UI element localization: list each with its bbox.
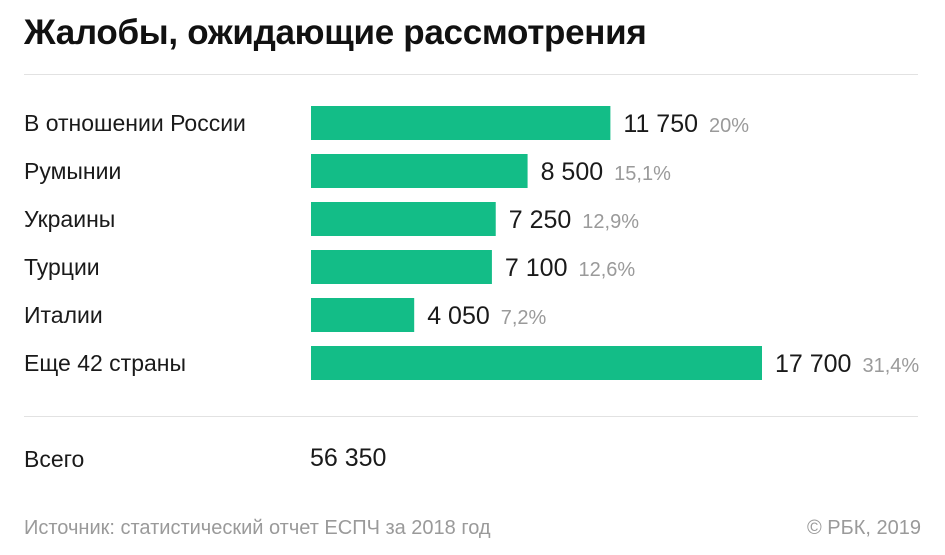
category-label: Еще 42 страны — [24, 350, 186, 376]
bar — [311, 106, 611, 140]
bar-row: Украины 7 250 12,9% — [24, 202, 639, 236]
bar-row: Италии 4 050 7,2% — [24, 298, 547, 332]
percent-label: 31,4% — [862, 355, 919, 377]
source-note: Источник: статистический отчет ЕСПЧ за 2… — [24, 517, 491, 539]
percent-label: 12,9% — [582, 211, 639, 233]
chart-title: Жалобы, ожидающие рассмотрения — [24, 13, 647, 52]
category-label: Турции — [24, 254, 100, 280]
category-label: Румынии — [24, 158, 121, 184]
percent-label: 12,6% — [578, 259, 635, 281]
bar-row: Турции 7 100 12,6% — [24, 250, 635, 284]
value-label: 4 050 — [427, 302, 490, 330]
bar-row: Еще 42 страны 17 700 31,4% — [24, 346, 919, 380]
percent-label: 20% — [709, 115, 749, 137]
bar — [311, 154, 528, 188]
copyright-note: © РБК, 2019 — [806, 517, 921, 539]
percent-label: 15,1% — [614, 163, 671, 185]
title-divider — [24, 74, 918, 75]
total-value: 56 350 — [310, 444, 387, 472]
bar — [311, 250, 492, 284]
value-label: 17 700 — [775, 350, 851, 378]
value-label: 7 100 — [505, 254, 568, 282]
category-label: Италии — [24, 302, 103, 328]
bar — [311, 298, 415, 332]
category-label: В отношении России — [24, 110, 246, 136]
value-label: 11 750 — [623, 110, 698, 138]
category-label: Украины — [24, 206, 115, 232]
bar-row: Румынии 8 500 15,1% — [24, 154, 671, 188]
total-label: Всего — [24, 446, 85, 472]
percent-label: 7,2% — [501, 307, 547, 329]
bar — [311, 202, 496, 236]
total-divider — [24, 416, 918, 417]
bar — [311, 346, 762, 380]
bar-row: В отношении России 11 750 20% — [24, 106, 749, 140]
value-label: 8 500 — [541, 158, 604, 186]
value-label: 7 250 — [509, 206, 572, 234]
